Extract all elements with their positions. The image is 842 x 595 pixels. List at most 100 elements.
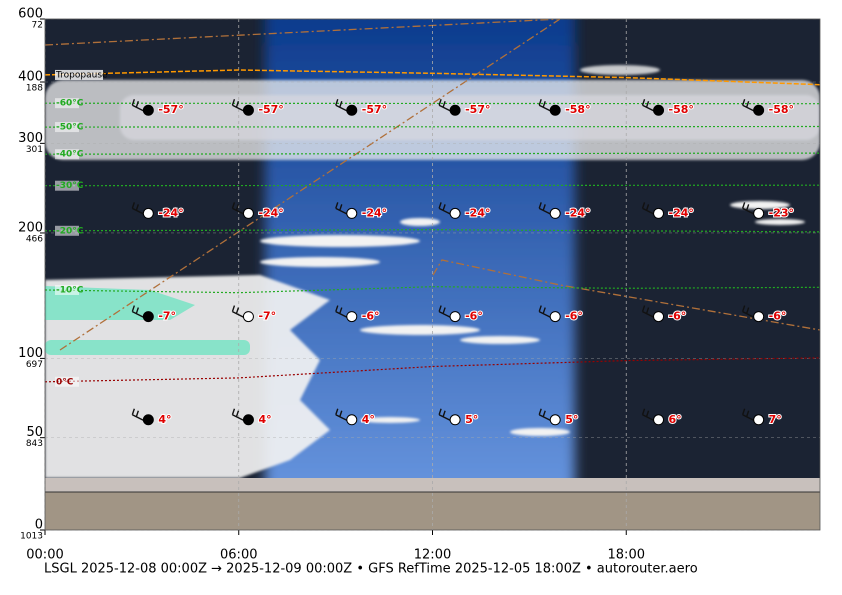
pressure-tick-label: 301	[26, 145, 43, 155]
isotherm-label-bg	[55, 180, 79, 191]
wind-barb	[641, 202, 655, 216]
station	[549, 311, 561, 323]
wind-barb	[538, 99, 552, 112]
temperature-label: 4°	[158, 413, 171, 426]
station	[346, 207, 358, 219]
station	[653, 414, 665, 426]
station	[753, 104, 765, 116]
wind-barb	[335, 305, 349, 319]
temperature-label: 4°	[362, 413, 375, 426]
station	[549, 207, 561, 219]
isotherm	[44, 152, 821, 155]
temperature-label: -57°	[258, 103, 283, 116]
station	[449, 207, 461, 219]
wind-barb	[231, 202, 245, 216]
wind-barb	[741, 305, 755, 319]
temperature-label: -24°	[362, 206, 387, 219]
temperature-label: -6°	[465, 310, 483, 323]
flight-level-label: 50	[26, 425, 43, 440]
temperature-label: -58°	[565, 103, 590, 116]
icing	[45, 286, 250, 355]
wind-barb	[538, 408, 552, 422]
isotherm-label: -60°C	[56, 99, 84, 109]
temperature-label: -57°	[362, 103, 387, 116]
wind-barb	[641, 305, 655, 319]
station	[653, 207, 665, 219]
station	[142, 414, 154, 426]
wind-barb	[231, 305, 245, 319]
wind-barb	[538, 202, 552, 216]
wind-barb	[131, 305, 145, 319]
isotherm	[44, 286, 821, 294]
x-tick-label: 18:00	[608, 548, 645, 563]
temperature-label: -24°	[465, 206, 490, 219]
wind-barb	[231, 99, 245, 112]
wind-barb	[438, 408, 452, 422]
pressure-tick-label: 1013	[20, 532, 43, 542]
flight-level-label: 400	[18, 69, 43, 84]
wind-barb	[741, 408, 755, 422]
wind-barb	[231, 408, 245, 422]
station	[142, 311, 154, 323]
flight-level-label: 200	[18, 220, 43, 235]
station	[753, 311, 765, 323]
isotherm-label-bg	[55, 98, 79, 109]
pressure-tick-label: 72	[32, 21, 43, 31]
isotherm-label: -40°C	[56, 150, 84, 160]
isotherm-label: -50°C	[56, 123, 84, 133]
wind-barb	[641, 408, 655, 422]
temperature-label: -6°	[362, 310, 380, 323]
tropopause-label: Tropopause	[55, 70, 108, 80]
wind-barb	[131, 99, 145, 112]
x-tick-label: 12:00	[414, 548, 451, 563]
station	[753, 207, 765, 219]
station	[449, 104, 461, 116]
temperature-label: -23°	[769, 206, 794, 219]
station	[142, 207, 154, 219]
station	[346, 104, 358, 116]
isotherm-label-bg	[55, 225, 79, 236]
isotherm-label-bg	[55, 284, 79, 295]
temperature-label: 4°	[258, 413, 271, 426]
station	[449, 311, 461, 323]
wind-barb	[335, 202, 349, 216]
route-line	[45, 19, 561, 46]
station	[653, 104, 665, 116]
wind-barb	[438, 202, 452, 216]
isotherm-label: 0°C	[56, 377, 74, 387]
isotherm	[44, 357, 821, 383]
isotherm-label: -10°C	[56, 285, 84, 295]
temperature-label: -6°	[565, 310, 583, 323]
flight-level-label: 300	[18, 131, 43, 146]
tropopause-label-bg	[55, 69, 103, 80]
station	[242, 311, 254, 323]
wind-barb	[438, 99, 452, 112]
x-tick-label: 06:00	[220, 548, 257, 563]
wind-barb	[538, 305, 552, 319]
station	[653, 311, 665, 323]
flight-level-label: 600	[18, 7, 43, 22]
temperature-label: 5°	[465, 413, 478, 426]
wind-barb	[335, 408, 349, 422]
flight-level-label: 100	[18, 346, 43, 361]
temperature-label: -24°	[258, 206, 283, 219]
wind-barb	[741, 99, 755, 112]
wind-barb	[131, 408, 145, 422]
temperature-label: -57°	[465, 103, 490, 116]
temperature-label: -24°	[565, 206, 590, 219]
isotherm-label-bg	[55, 122, 79, 133]
footer: LSGL 2025-12-08 00:00Z → 2025-12-09 00:0…	[44, 562, 698, 577]
temperature-label: 6°	[669, 413, 682, 426]
tropopause	[44, 69, 821, 86]
temperature-label: -7°	[258, 310, 276, 323]
station	[242, 414, 254, 426]
station	[449, 414, 461, 426]
isotherm-label: -20°C	[56, 226, 84, 236]
plot-frame	[44, 18, 821, 531]
isotherm	[44, 184, 821, 187]
wind-barb	[438, 305, 452, 319]
temperature-label: -24°	[669, 206, 694, 219]
wind-barb	[741, 202, 755, 216]
